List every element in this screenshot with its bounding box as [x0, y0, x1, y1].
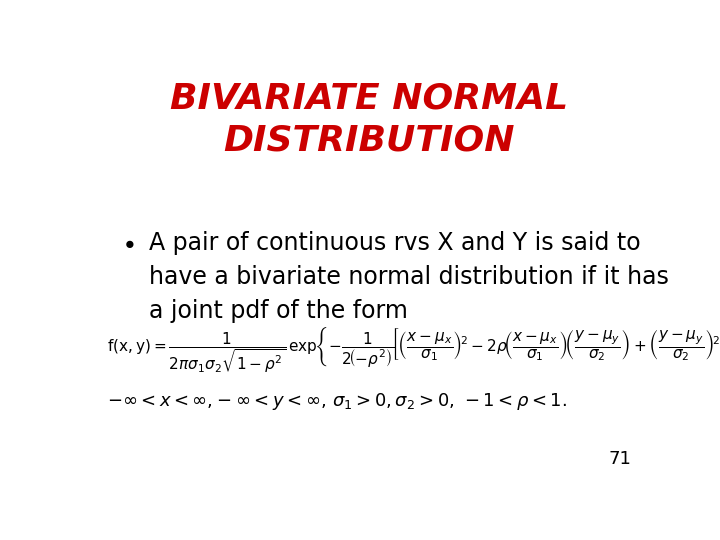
Text: $\bullet$: $\bullet$ — [121, 231, 134, 255]
Text: BIVARIATE NORMAL
DISTRIBUTION: BIVARIATE NORMAL DISTRIBUTION — [170, 82, 568, 158]
Text: a joint pdf of the form: a joint pdf of the form — [148, 299, 408, 323]
Text: $-\infty < x < \infty,\!-\infty < y < \infty,\,\sigma_1 > 0,\sigma_2 > 0,\,-1 < : $-\infty < x < \infty,\!-\infty < y < \i… — [107, 391, 567, 412]
Text: A pair of continuous rvs X and Y is said to: A pair of continuous rvs X and Y is said… — [148, 231, 640, 255]
Text: $\mathrm{f(x,y)=}\dfrac{1}{2\pi\sigma_1\sigma_2\sqrt{1-\rho^2}}\,\mathrm{exp}\!\: $\mathrm{f(x,y)=}\dfrac{1}{2\pi\sigma_1\… — [107, 325, 720, 375]
Text: 71: 71 — [608, 450, 631, 468]
Text: have a bivariate normal distribution if it has: have a bivariate normal distribution if … — [148, 265, 668, 289]
